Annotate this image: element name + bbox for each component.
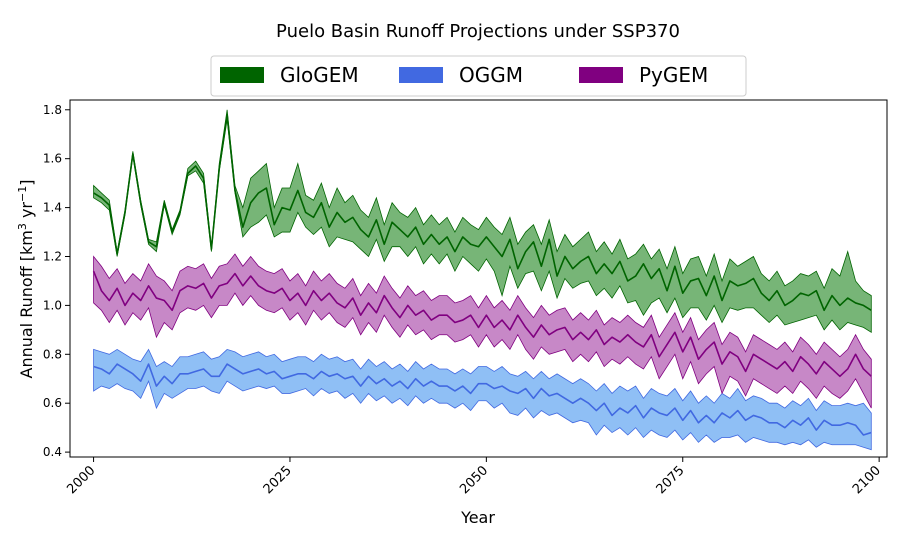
legend-frame <box>210 55 747 97</box>
x-tick-label-2025: 2025 <box>261 463 295 497</box>
legend-label-pygem: PyGEM <box>639 63 708 87</box>
y-tick-label-0.8: 0.8 <box>43 347 62 361</box>
legend-swatch-pygem <box>579 67 623 83</box>
y-axis-label-main: Annual Runoff [km <box>17 230 36 378</box>
x-tick-label-2000: 2000 <box>64 463 98 497</box>
y-tick-label-0.4: 0.4 <box>43 445 62 459</box>
plot-area <box>92 109 872 451</box>
y-axis: 0.4 0.6 0.8 1.0 1.2 1.4 1.6 1.8 <box>43 103 70 459</box>
series-line-oggm <box>93 363 872 436</box>
y-axis-label-end: ] <box>17 180 36 186</box>
y-tick-label-1.6: 1.6 <box>43 152 62 166</box>
y-tick-label-0.6: 0.6 <box>43 396 62 410</box>
y-tick-label-1: 1.0 <box>43 298 62 312</box>
x-axis: 2000 2025 2050 2075 2100 <box>64 457 884 497</box>
y-axis-label-mid: yr <box>17 202 36 224</box>
y-tick-label-1.4: 1.4 <box>43 201 62 215</box>
x-tick-label-2050: 2050 <box>457 463 491 497</box>
y-tick-label-1.8: 1.8 <box>43 103 62 117</box>
legend-swatch-glogem <box>220 67 264 83</box>
legend-label-oggm: OGGM <box>459 63 523 87</box>
chart-title: Puelo Basin Runoff Projections under SSP… <box>276 21 680 42</box>
series-line-glogem <box>93 113 872 312</box>
x-axis-label: Year <box>460 508 495 527</box>
series-band-pygem <box>93 253 872 409</box>
legend-swatch-oggm <box>399 67 443 83</box>
legend: GloGEM OGGM PyGEM <box>210 55 747 97</box>
y-axis-label-sup1: 3 <box>16 223 29 230</box>
plot-frame <box>69 99 888 458</box>
x-tick-label-2075: 2075 <box>654 463 688 497</box>
legend-label-glogem: GloGEM <box>280 63 359 87</box>
y-axis-label-sup2: −1 <box>16 186 29 202</box>
series-line-pygem <box>92 270 872 378</box>
x-tick-label-2100: 2100 <box>850 463 884 497</box>
y-tick-label-1.2: 1.2 <box>43 249 62 263</box>
series-band-oggm <box>93 348 872 451</box>
y-axis-label: Annual Runoff [km3 yr−1] <box>16 180 37 379</box>
series-band-glogem <box>93 109 872 334</box>
